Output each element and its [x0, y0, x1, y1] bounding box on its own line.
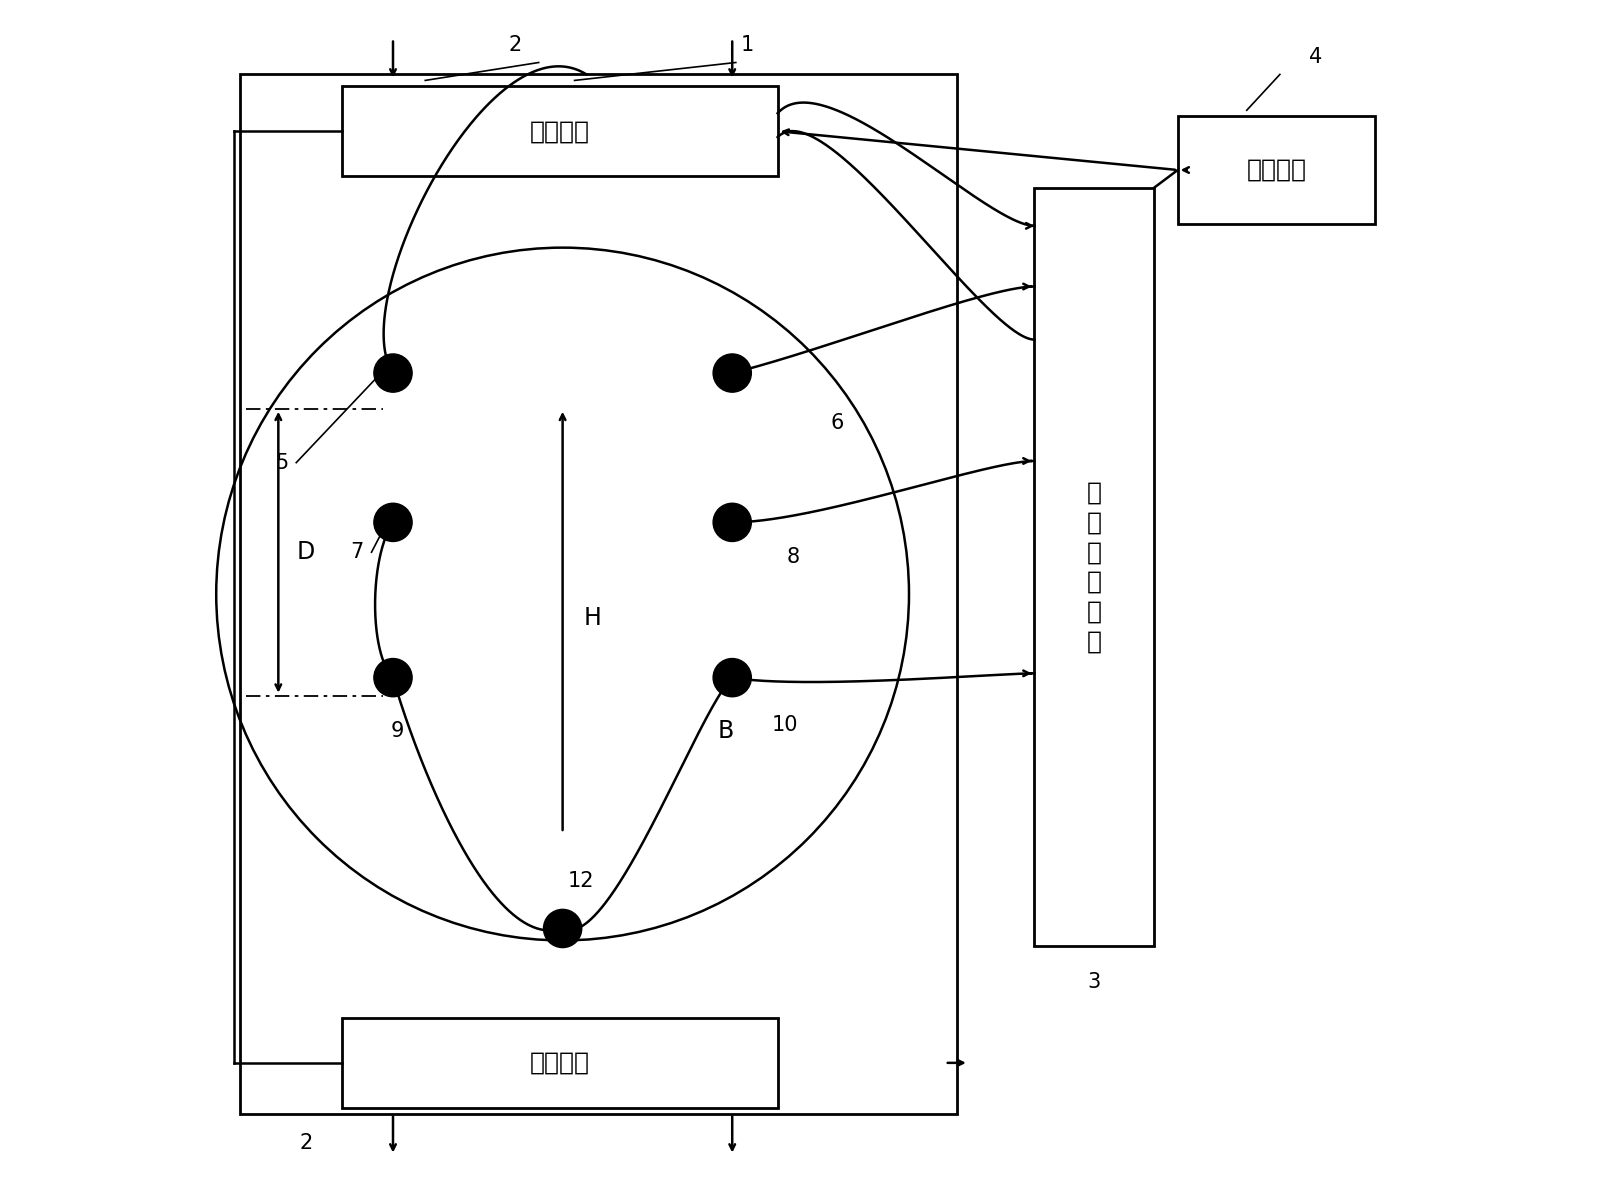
Text: 6: 6	[830, 413, 845, 433]
Text: 励磁线圈: 励磁线圈	[529, 1051, 590, 1075]
Circle shape	[373, 659, 412, 697]
Text: 励磁线圈: 励磁线圈	[529, 119, 590, 143]
Bar	[240, 74, 957, 1114]
Text: H: H	[583, 606, 603, 630]
Text: 3: 3	[1087, 972, 1101, 992]
Text: 2: 2	[300, 1134, 313, 1153]
Circle shape	[713, 659, 752, 697]
Text: B: B	[718, 719, 734, 743]
Text: 10: 10	[771, 715, 798, 736]
Bar	[341, 86, 777, 176]
Bar	[1034, 188, 1154, 947]
Bar	[341, 1018, 777, 1108]
Text: 8: 8	[787, 547, 800, 568]
Circle shape	[373, 354, 412, 392]
Text: 4: 4	[1310, 47, 1322, 66]
Text: 励磁电路: 励磁电路	[1246, 158, 1306, 182]
Circle shape	[373, 503, 412, 541]
Text: D: D	[297, 540, 314, 564]
Circle shape	[713, 354, 752, 392]
Text: 信
号
处
理
电
路: 信 号 处 理 电 路	[1087, 481, 1101, 654]
Text: 12: 12	[567, 871, 593, 890]
Bar	[1178, 116, 1375, 223]
Text: 5: 5	[276, 452, 289, 473]
Circle shape	[713, 503, 752, 541]
Text: 1: 1	[741, 35, 755, 54]
Circle shape	[543, 910, 582, 948]
Text: 9: 9	[391, 721, 404, 742]
Text: 2: 2	[508, 35, 521, 54]
Text: 7: 7	[351, 542, 364, 563]
